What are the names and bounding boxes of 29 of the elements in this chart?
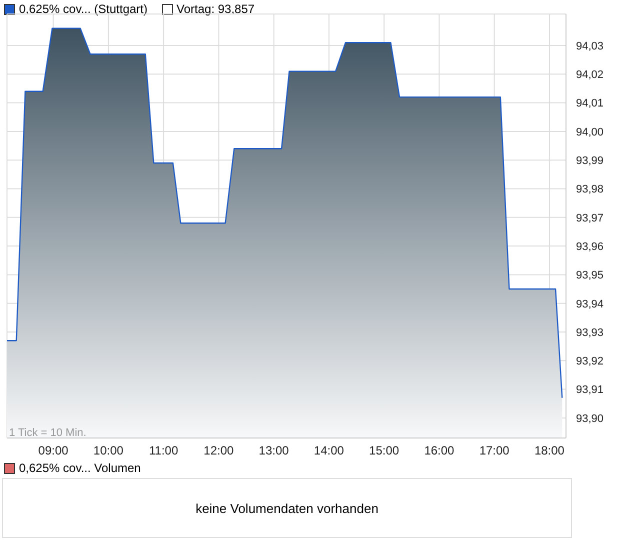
x-tick-label: 10:00	[93, 444, 124, 458]
y-tick-label: 93,98	[576, 184, 604, 196]
x-tick-label: 13:00	[258, 444, 290, 458]
x-tick-label: 12:00	[204, 444, 234, 458]
text: 0,625% cov... Volumen	[18, 461, 141, 475]
x-tick-label: 09:00	[38, 444, 69, 458]
text: keine Volumendaten vorhanden	[2, 478, 572, 538]
annotation: 1 Tick = 10 Min.	[9, 427, 86, 439]
y-tick-label: 94,00	[576, 126, 604, 138]
x-tick-label: 14:00	[314, 444, 344, 458]
x-tick-label: 16:00	[424, 444, 455, 458]
y-tick-label: 93,97	[576, 212, 604, 224]
y-tick-label: 94,01	[576, 98, 604, 110]
annotation: Vortag: 93,857	[176, 2, 255, 16]
x-tick-label: 11:00	[148, 444, 178, 458]
y-tick-label: 93,91	[576, 384, 604, 396]
legend-label: 0,625% cov... (Stuttgart)	[18, 2, 148, 16]
x-tick-label: 17:00	[479, 444, 510, 458]
y-tick-label: 93,93	[576, 326, 604, 339]
x-tick-label: 15:00	[369, 444, 400, 458]
y-tick-label: 93,96	[576, 240, 604, 253]
y-tick-label: 94,03	[576, 40, 604, 52]
y-tick-label: 93,94	[576, 298, 604, 310]
y-tick-label: 93,90	[576, 412, 604, 425]
y-tick-label: 93,92	[576, 356, 604, 368]
x-tick-label: 18:00	[534, 444, 565, 458]
y-tick-label: 93,99	[576, 155, 604, 168]
y-tick-label: 94,02	[576, 69, 604, 82]
y-tick-label: 93,95	[576, 270, 604, 282]
